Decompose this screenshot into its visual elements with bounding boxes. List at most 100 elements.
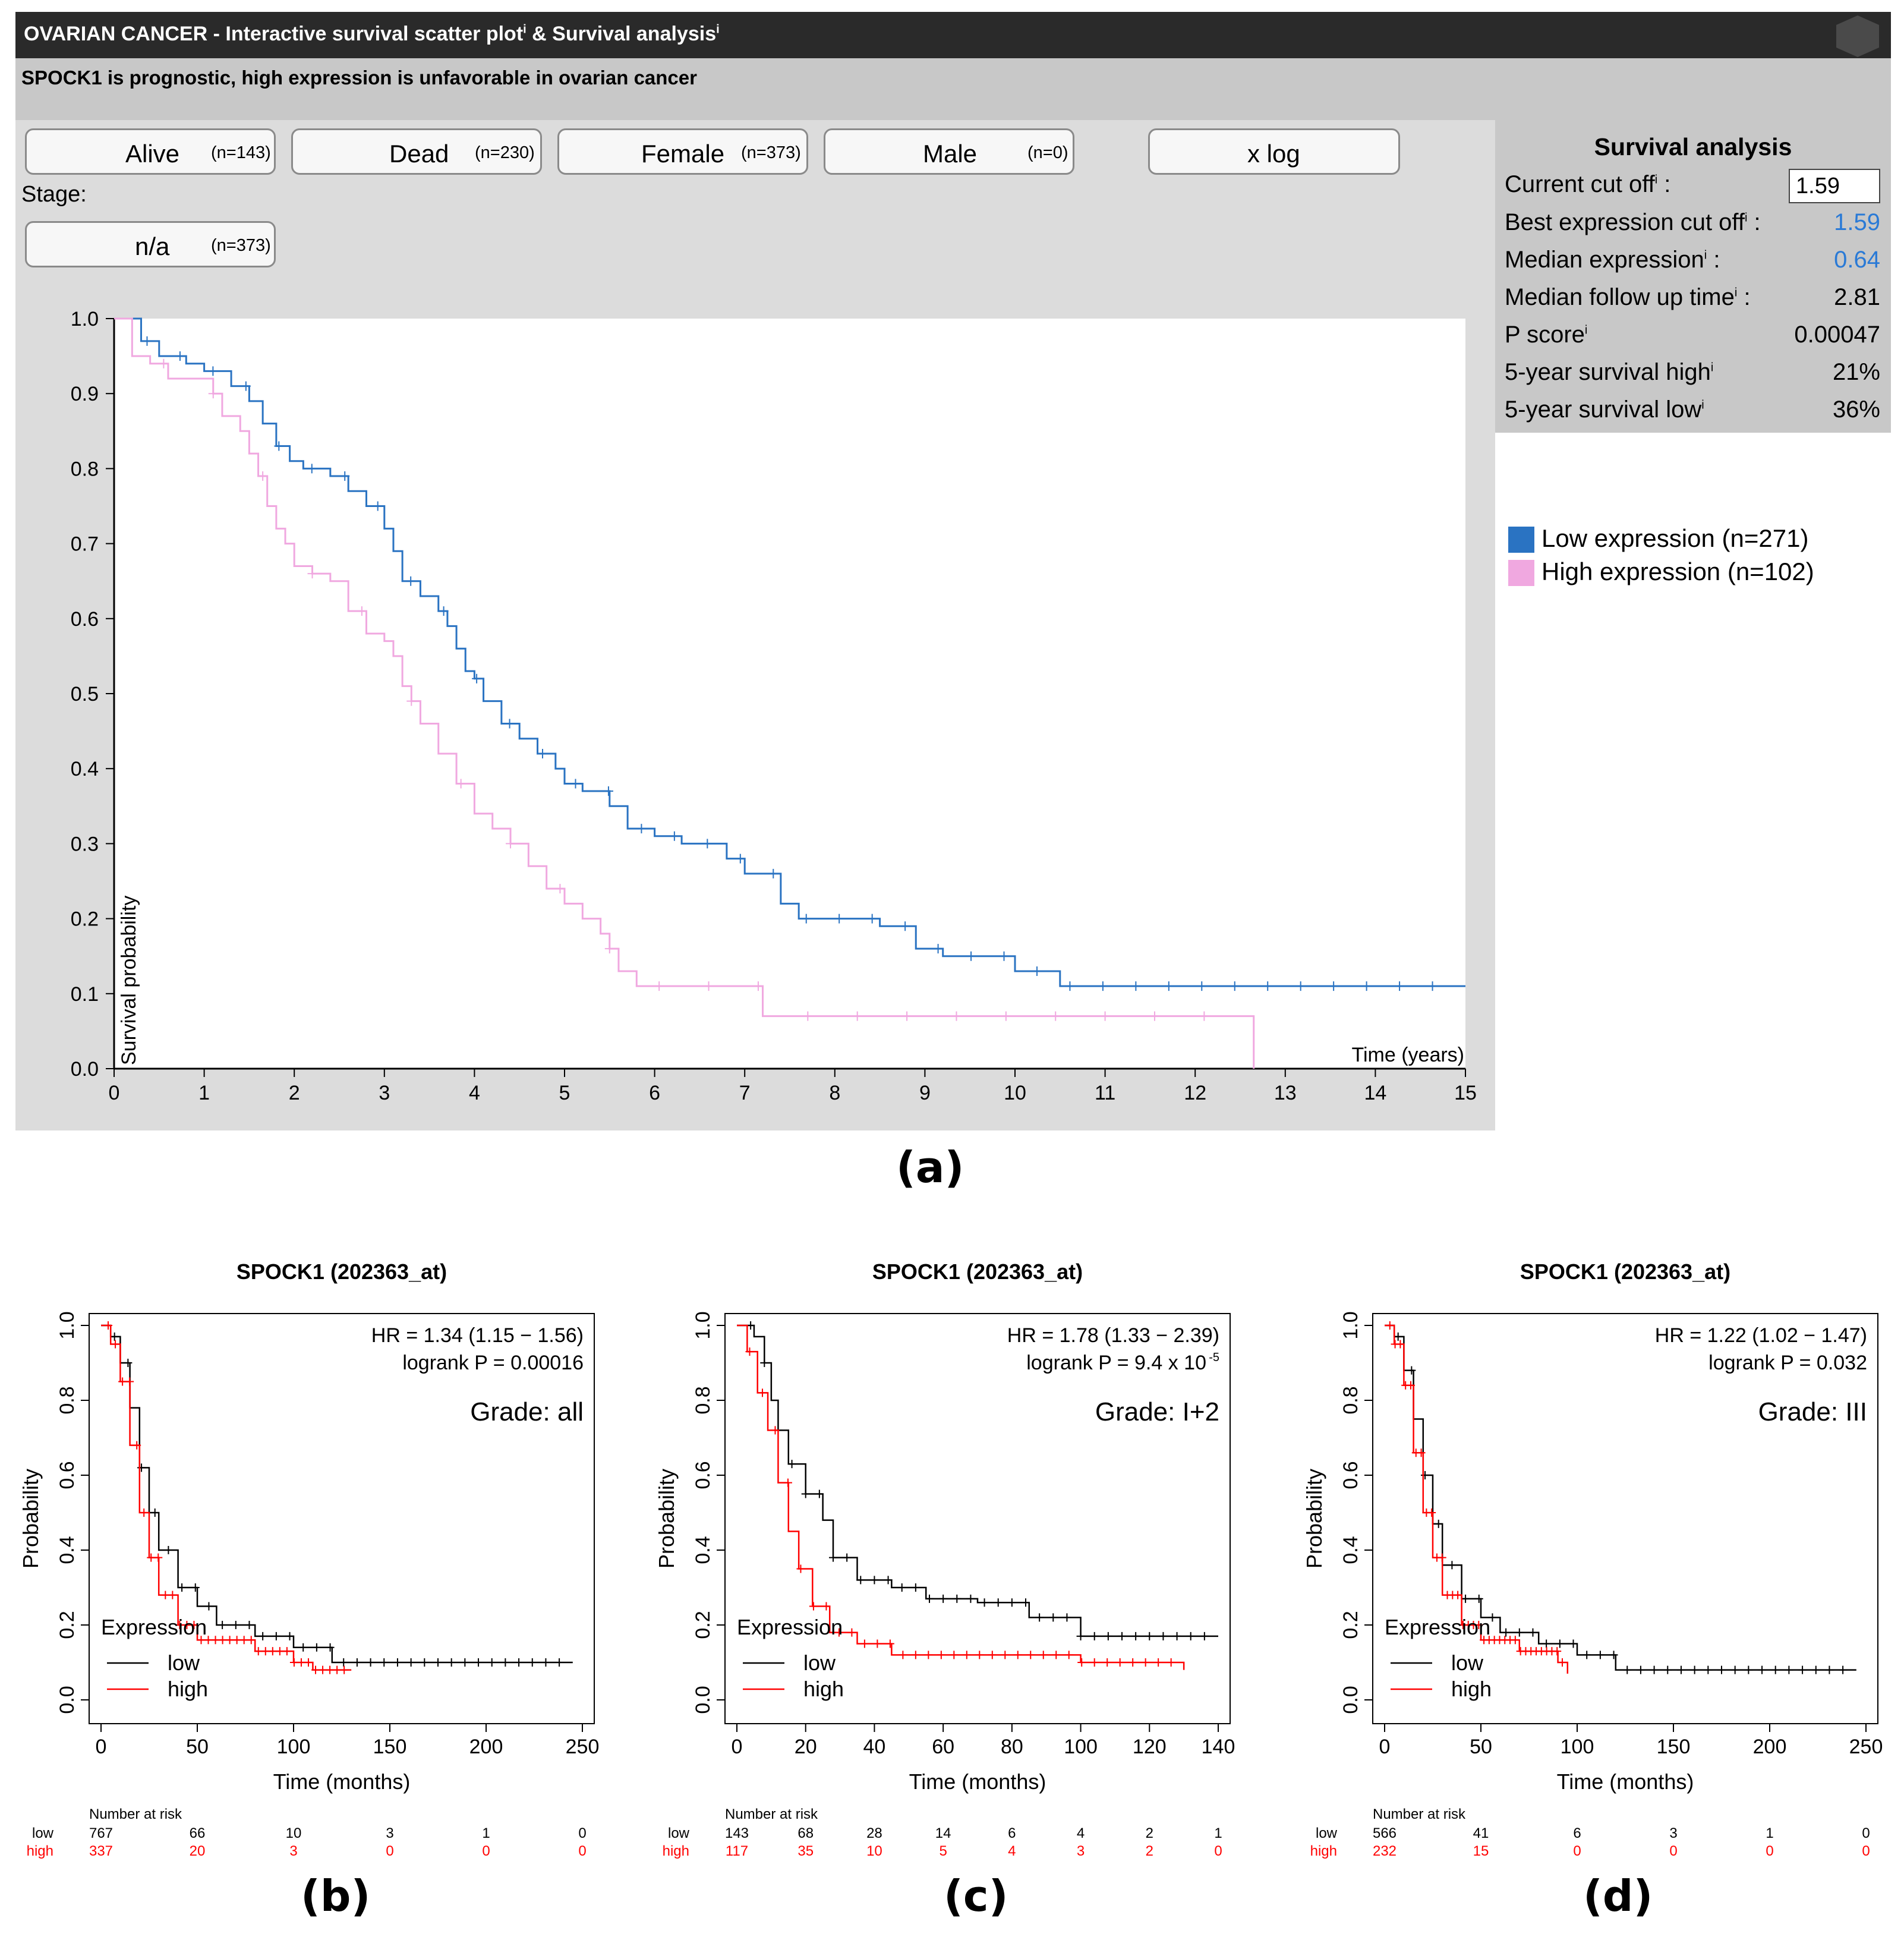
km-low-censor xyxy=(760,1359,769,1367)
y-tick-label: 0.4 xyxy=(71,758,99,780)
km-high-censor xyxy=(1167,1658,1175,1667)
km-legend-title: Expression xyxy=(101,1615,207,1639)
km-risk-low-label: low xyxy=(32,1825,54,1841)
x-tick-label: 1 xyxy=(198,1082,210,1104)
km-risk-high-value: 3 xyxy=(1077,1843,1085,1859)
km-high-censor xyxy=(232,1636,241,1645)
filter-alive-button[interactable]: Alive (n=143) xyxy=(25,128,276,175)
km-high-censor xyxy=(297,1658,305,1667)
info-icon[interactable]: i xyxy=(1704,248,1707,262)
legend-low-swatch xyxy=(1508,527,1534,553)
prognostic-summary: SPOCK1 is prognostic, high expression is… xyxy=(21,67,697,89)
km-legend-low-label: low xyxy=(1451,1651,1484,1675)
high-censor-mark xyxy=(555,884,565,894)
km-high-censor xyxy=(190,1621,198,1629)
km-risk-high-value: 10 xyxy=(866,1843,882,1859)
median-expression-value[interactable]: 0.64 xyxy=(1834,247,1880,273)
km-high-censor xyxy=(937,1651,945,1659)
best-cutoff-value[interactable]: 1.59 xyxy=(1834,209,1880,235)
km-low-censor xyxy=(366,1658,375,1667)
km-chart-d: SPOCK1 (202363_at) 0.0 0.2 0.4 0.6 0.8 1.0 0 50 1… xyxy=(1302,1259,1883,1859)
stage-na-button[interactable]: n/a (n=373) xyxy=(25,221,276,267)
info-icon[interactable]: i xyxy=(1744,211,1748,225)
km-y-tick-label: 0.8 xyxy=(56,1386,78,1414)
km-risk-low-value: 6 xyxy=(1008,1825,1016,1841)
high-censor-mark xyxy=(1001,1011,1011,1021)
filter-dead-button[interactable]: Dead (n=230) xyxy=(291,128,542,175)
info-icon[interactable]: i xyxy=(1734,286,1738,300)
high-censor-mark xyxy=(604,944,614,954)
km-legend-low-label: low xyxy=(803,1651,836,1675)
survival-chart-a: 0.00.10.20.30.40.50.60.70.80.91.00 1 2 3 4 5 6… xyxy=(71,308,1477,1104)
km-risk-high-value: 0 xyxy=(1669,1843,1677,1859)
km-high-censor xyxy=(254,1647,263,1656)
km-high-curve xyxy=(101,1324,352,1671)
km-x-axis-label: Time (months) xyxy=(1557,1769,1694,1794)
km-risk-title: Number at risk xyxy=(1373,1806,1466,1822)
km-x-tick-label: 0 xyxy=(96,1736,107,1758)
km-high-censor xyxy=(1558,1658,1567,1667)
info-icon[interactable]: i xyxy=(523,23,527,36)
km-low-censor xyxy=(1502,1628,1511,1637)
low-censor-mark xyxy=(175,351,185,361)
y-tick-label: 0.9 xyxy=(71,383,99,405)
km-high-censor xyxy=(247,1636,256,1645)
low-censor-mark xyxy=(241,381,251,391)
low-censor-mark xyxy=(636,824,647,834)
km-y-tick-label: 0.2 xyxy=(1339,1611,1362,1639)
km-high-censor xyxy=(771,1426,780,1435)
km-low-censor xyxy=(528,1658,537,1667)
km-low-censor xyxy=(1186,1632,1195,1640)
x-tick-label: 9 xyxy=(919,1082,931,1104)
km-high-censor xyxy=(168,1591,177,1599)
km-grade-annotation: Grade: III xyxy=(1758,1397,1867,1426)
stage-label: Stage: xyxy=(21,182,87,207)
km-risk-low-value: 14 xyxy=(935,1825,951,1841)
km-low-censor xyxy=(150,1508,159,1517)
current-cutoff-input[interactable] xyxy=(1789,169,1880,203)
km-plot-frame xyxy=(1372,1313,1878,1724)
filter-male-button[interactable]: Male (n=0) xyxy=(824,128,1074,175)
km-low-censor xyxy=(1172,1632,1181,1640)
info-icon[interactable]: i xyxy=(716,23,720,36)
high-censor-mark xyxy=(456,779,466,789)
km-risk-high-value: 3 xyxy=(289,1843,297,1859)
y-tick-label: 0.3 xyxy=(71,833,99,855)
info-icon[interactable]: i xyxy=(1584,323,1588,337)
km-low-censor xyxy=(1730,1665,1739,1674)
best-cutoff-label: Best expression cut offi : xyxy=(1505,209,1761,235)
km-y-tick-label: 1.0 xyxy=(692,1311,714,1339)
y-tick-label: 0.2 xyxy=(71,908,99,931)
info-icon[interactable]: i xyxy=(1654,173,1658,187)
km-risk-title: Number at risk xyxy=(725,1806,818,1822)
km-y-tick-label: 1.0 xyxy=(56,1311,78,1339)
low-censor-mark xyxy=(406,576,416,586)
km-low-censor xyxy=(897,1583,906,1592)
km-high-censor xyxy=(239,1636,248,1645)
p-score-value: 0.00047 xyxy=(1794,322,1880,348)
km-y-tick-label: 0.0 xyxy=(1339,1686,1362,1714)
km-low-censor xyxy=(843,1553,852,1562)
km-low-censor xyxy=(1407,1366,1416,1375)
info-icon[interactable]: i xyxy=(1701,398,1704,412)
km-low-censor xyxy=(1022,1598,1030,1607)
km-high-censor xyxy=(924,1651,933,1659)
km-risk-low-value: 2 xyxy=(1146,1825,1153,1841)
km-risk-title: Number at risk xyxy=(89,1806,182,1822)
km-risk-high-value: 337 xyxy=(89,1843,113,1859)
km-high-censor xyxy=(268,1647,277,1656)
low-censor-mark xyxy=(340,471,350,481)
high-censor-mark xyxy=(704,981,714,991)
km-low-censor xyxy=(164,1546,173,1554)
info-icon[interactable]: i xyxy=(1710,361,1714,374)
km-high-censor xyxy=(1115,1658,1124,1667)
km-low-censor xyxy=(1394,1332,1402,1341)
km-grade-annotation: Grade: all xyxy=(470,1397,584,1426)
x-log-button[interactable]: x log xyxy=(1148,128,1400,175)
km-high-censor xyxy=(1396,1340,1405,1349)
median-followup-value: 2.81 xyxy=(1834,284,1880,310)
filter-female-button[interactable]: Female (n=373) xyxy=(557,128,808,175)
km-high-censor xyxy=(304,1658,313,1667)
km-high-censor xyxy=(988,1651,997,1659)
km-high-censor xyxy=(1474,1621,1483,1629)
